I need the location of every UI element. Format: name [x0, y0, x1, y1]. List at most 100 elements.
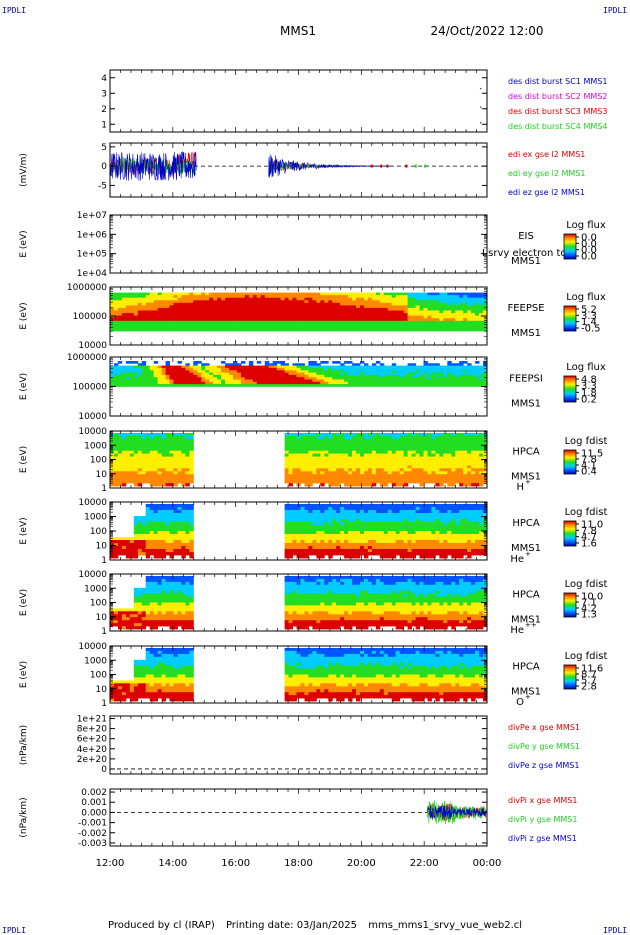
spectrogram-cell — [376, 439, 380, 442]
spectrogram-cell — [134, 448, 138, 451]
spectrogram-cell — [435, 308, 439, 311]
spectrogram-cell — [209, 295, 213, 298]
spectrogram-cell — [142, 519, 146, 522]
spectrogram-cell — [209, 366, 213, 369]
spectrogram-cell — [416, 366, 420, 369]
spectrogram-cell — [130, 366, 134, 369]
spectrogram-cell — [467, 377, 471, 380]
spectrogram-cell — [340, 457, 344, 460]
spectrogram-cell — [364, 311, 368, 314]
spectrogram-cell — [360, 433, 364, 436]
spectrogram-cell — [185, 465, 189, 468]
spectrogram-cell — [297, 528, 301, 531]
spectrogram-cell — [174, 377, 178, 380]
spectrogram-cell — [154, 442, 158, 445]
spectrogram-cell — [217, 375, 221, 378]
spectrogram-cell — [376, 361, 380, 364]
spectrogram-cell — [150, 460, 154, 463]
spectrogram-cell — [297, 513, 301, 516]
spectrogram-cell — [285, 445, 289, 448]
spectrogram-cell — [146, 513, 150, 516]
spectrogram-cell — [185, 439, 189, 442]
spectrogram-cell — [332, 366, 336, 369]
spectrogram-cell — [114, 555, 118, 558]
spectrogram-cell — [352, 303, 356, 306]
spectrogram-cell — [396, 442, 400, 445]
spectrogram-cell — [479, 462, 483, 465]
spectrogram-cell — [340, 316, 344, 319]
spectrogram-cell — [170, 380, 174, 383]
spectrogram-cell — [189, 465, 193, 468]
spectrogram-cell — [471, 380, 475, 383]
spectrogram-cell — [162, 382, 166, 385]
spectrogram-cell — [400, 382, 404, 385]
spectrogram-cell — [328, 377, 332, 380]
spectrogram-cell — [110, 380, 114, 383]
spectrogram-cell — [388, 328, 392, 331]
edi-data-dot — [405, 165, 407, 168]
spectrogram-cell — [269, 373, 273, 376]
spectrogram-cell — [356, 384, 360, 387]
spectrogram-cell — [265, 377, 269, 380]
spectrogram-cell — [122, 549, 126, 552]
spectrogram-cell — [316, 454, 320, 457]
spectrogram-cell — [110, 549, 114, 552]
spectrogram-cell — [181, 318, 185, 321]
spectrogram-cell — [134, 298, 138, 301]
spectrogram-cell — [229, 318, 233, 321]
spectrogram-cell — [229, 384, 233, 387]
spectrogram-cell — [285, 442, 289, 445]
spectrogram-cell — [420, 433, 424, 436]
spectrogram-cell — [459, 433, 463, 436]
spectrogram-cell — [372, 328, 376, 331]
spectrogram-cell — [428, 439, 432, 442]
spectrogram-cell — [356, 375, 360, 378]
spectrogram-cell — [404, 303, 408, 306]
spectrogram-cell — [372, 480, 376, 483]
spectrogram-cell — [344, 366, 348, 369]
spectrogram-cell — [114, 382, 118, 385]
spectrogram-cell — [261, 318, 265, 321]
spectrogram-cell — [344, 543, 348, 546]
spectrogram-cell — [340, 507, 344, 510]
spectrogram-cell — [416, 295, 420, 298]
spectrogram-cell — [312, 295, 316, 298]
spectrogram-cell — [443, 468, 447, 471]
spectrogram-cell — [332, 534, 336, 537]
spectrogram-cell — [475, 462, 479, 465]
spectrogram-cell — [213, 311, 217, 314]
spectrogram-cell — [308, 474, 312, 477]
spectrogram-cell — [435, 384, 439, 387]
spectrogram-cell — [253, 373, 257, 376]
spectrogram-cell — [305, 555, 309, 558]
spectrogram-cell — [416, 460, 420, 463]
spectrogram-cell — [138, 480, 142, 483]
spectrogram-cell — [455, 311, 459, 314]
spectrogram-cell — [340, 525, 344, 528]
y-tick-label: -5 — [98, 181, 107, 191]
spectrogram-cell — [285, 534, 289, 537]
spectrogram-cell — [217, 328, 221, 331]
spectrogram-cell — [217, 366, 221, 369]
spectrogram-cell — [368, 323, 372, 326]
spectrogram-cell — [166, 303, 170, 306]
spectrogram-cell — [126, 316, 130, 319]
spectrogram-cell — [328, 368, 332, 371]
spectrogram-cell — [316, 451, 320, 454]
spectrogram-cell — [126, 451, 130, 454]
spectrogram-cell — [392, 454, 396, 457]
spectrogram-cell — [126, 454, 130, 457]
spectrogram-cell — [293, 480, 297, 483]
spectrogram-cell — [297, 454, 301, 457]
spectrogram-cell — [384, 370, 388, 373]
spectrogram-cell — [285, 303, 289, 306]
spectrogram-cell — [150, 384, 154, 387]
spectrogram-cell — [408, 303, 412, 306]
spectrogram-cell — [209, 377, 213, 380]
spectrogram-cell — [174, 451, 178, 454]
spectrogram-cell — [372, 323, 376, 326]
y-tick-label: 1000000 — [67, 353, 107, 363]
spectrogram-cell — [118, 382, 122, 385]
spectrogram-cell — [308, 448, 312, 451]
spectrogram-cell — [443, 462, 447, 465]
